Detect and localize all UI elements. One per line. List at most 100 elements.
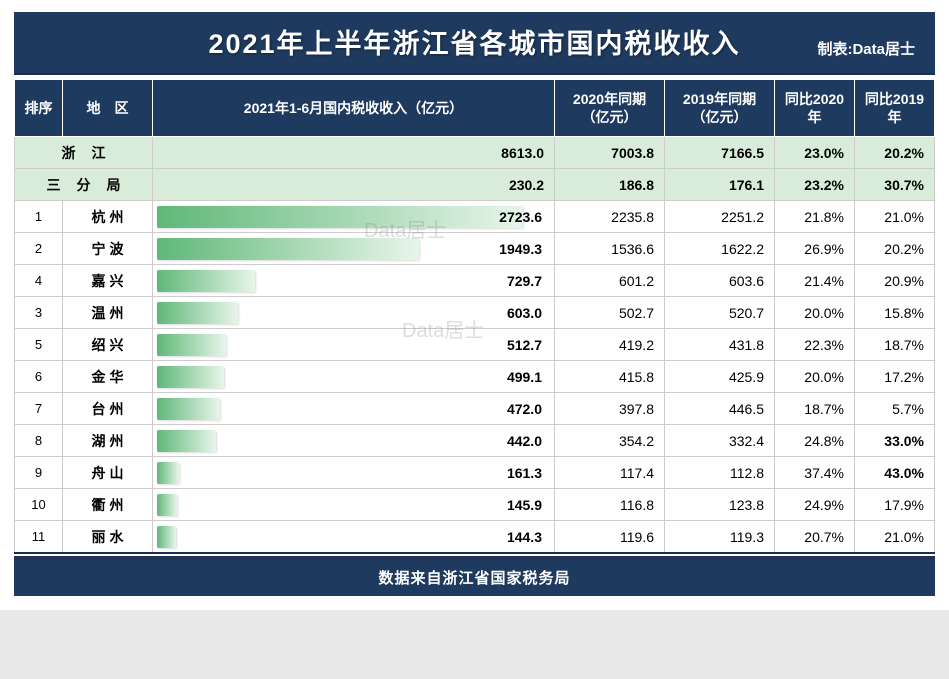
bar-value: 145.9 bbox=[507, 497, 542, 513]
table-row: 6金华499.1415.8425.920.0%17.2% bbox=[15, 361, 935, 393]
bar-wrap: 729.7 bbox=[157, 269, 546, 293]
cell-2019: 123.8 bbox=[665, 489, 775, 521]
bar-value: 2723.6 bbox=[499, 209, 542, 225]
bar-fill bbox=[157, 238, 419, 260]
cell-yoy20: 26.9% bbox=[775, 233, 855, 265]
cell-bar: 144.3 bbox=[153, 521, 555, 553]
col-bar: 2021年1-6月国内税收收入（亿元） bbox=[153, 80, 555, 137]
footer-source: 数据来自浙江省国家税务局 bbox=[14, 556, 935, 596]
cell-region: 绍兴 bbox=[63, 329, 153, 361]
cell-region: 宁波 bbox=[63, 233, 153, 265]
cell-2020: 119.6 bbox=[555, 521, 665, 553]
table-row: 8湖州442.0354.2332.424.8%33.0% bbox=[15, 425, 935, 457]
summary-yoy20: 23.0% bbox=[775, 137, 855, 169]
cell-2020: 601.2 bbox=[555, 265, 665, 297]
cell-yoy20: 22.3% bbox=[775, 329, 855, 361]
bar-fill bbox=[157, 398, 220, 420]
cell-yoy20: 20.0% bbox=[775, 361, 855, 393]
bar-value: 144.3 bbox=[507, 529, 542, 545]
cell-2019: 112.8 bbox=[665, 457, 775, 489]
summary-region: 浙江 bbox=[15, 137, 153, 169]
cell-yoy20: 21.4% bbox=[775, 265, 855, 297]
bar-value: 161.3 bbox=[507, 465, 542, 481]
cell-yoy19: 5.7% bbox=[855, 393, 935, 425]
table-row: 2宁波1949.31536.61622.226.9%20.2% bbox=[15, 233, 935, 265]
table-row: 10衢州145.9116.8123.824.9%17.9% bbox=[15, 489, 935, 521]
data-table: 排序 地 区 2021年1-6月国内税收收入（亿元） 2020年同期（亿元） 2… bbox=[14, 79, 935, 554]
header-row: 排序 地 区 2021年1-6月国内税收收入（亿元） 2020年同期（亿元） 2… bbox=[15, 80, 935, 137]
cell-2019: 431.8 bbox=[665, 329, 775, 361]
col-region: 地 区 bbox=[63, 80, 153, 137]
cell-rank: 7 bbox=[15, 393, 63, 425]
cell-yoy20: 18.7% bbox=[775, 393, 855, 425]
cell-2020: 397.8 bbox=[555, 393, 665, 425]
bar-fill bbox=[157, 430, 216, 452]
cell-region: 台州 bbox=[63, 393, 153, 425]
cell-2019: 425.9 bbox=[665, 361, 775, 393]
cell-bar: 442.0 bbox=[153, 425, 555, 457]
bar-fill bbox=[157, 302, 238, 324]
col-rank: 排序 bbox=[15, 80, 63, 137]
summary-v2020: 186.8 bbox=[555, 169, 665, 201]
summary-v2021: 8613.0 bbox=[153, 137, 555, 169]
cell-bar: 161.3 bbox=[153, 457, 555, 489]
bar-value: 603.0 bbox=[507, 305, 542, 321]
cell-bar: 472.0 bbox=[153, 393, 555, 425]
bar-fill bbox=[157, 334, 226, 356]
bar-fill bbox=[157, 462, 179, 484]
bar-fill bbox=[157, 494, 177, 516]
bar-fill bbox=[157, 270, 255, 292]
cell-region: 舟山 bbox=[63, 457, 153, 489]
cell-rank: 3 bbox=[15, 297, 63, 329]
cell-rank: 2 bbox=[15, 233, 63, 265]
cell-rank: 8 bbox=[15, 425, 63, 457]
bar-wrap: 499.1 bbox=[157, 365, 546, 389]
summary-region: 三分局 bbox=[15, 169, 153, 201]
cell-2020: 419.2 bbox=[555, 329, 665, 361]
cell-yoy19: 33.0% bbox=[855, 425, 935, 457]
cell-rank: 5 bbox=[15, 329, 63, 361]
col-2019: 2019年同期（亿元） bbox=[665, 80, 775, 137]
cell-yoy19: 15.8% bbox=[855, 297, 935, 329]
cell-2019: 446.5 bbox=[665, 393, 775, 425]
cell-bar: 512.7 bbox=[153, 329, 555, 361]
table-row: 4嘉兴729.7601.2603.621.4%20.9% bbox=[15, 265, 935, 297]
cell-2019: 1622.2 bbox=[665, 233, 775, 265]
bar-fill bbox=[157, 206, 523, 228]
cell-yoy19: 20.9% bbox=[855, 265, 935, 297]
cell-region: 温州 bbox=[63, 297, 153, 329]
table-row: 1杭州2723.62235.82251.221.8%21.0% bbox=[15, 201, 935, 233]
cell-2019: 2251.2 bbox=[665, 201, 775, 233]
bar-wrap: 161.3 bbox=[157, 461, 546, 485]
cell-rank: 9 bbox=[15, 457, 63, 489]
report-container: 2021年上半年浙江省各城市国内税收收入 制表:Data居士 排序 地 区 20… bbox=[0, 0, 949, 610]
bar-wrap: 442.0 bbox=[157, 429, 546, 453]
title-bar: 2021年上半年浙江省各城市国内税收收入 制表:Data居士 bbox=[14, 12, 935, 75]
cell-bar: 1949.3 bbox=[153, 233, 555, 265]
cell-yoy19: 21.0% bbox=[855, 521, 935, 553]
bar-wrap: 144.3 bbox=[157, 525, 546, 549]
table-row: 3温州603.0502.7520.720.0%15.8% bbox=[15, 297, 935, 329]
table-row: 9舟山161.3117.4112.837.4%43.0% bbox=[15, 457, 935, 489]
cell-bar: 499.1 bbox=[153, 361, 555, 393]
cell-yoy20: 21.8% bbox=[775, 201, 855, 233]
table-body: 浙江8613.07003.87166.523.0%20.2%三分局230.218… bbox=[15, 137, 935, 553]
cell-yoy19: 20.2% bbox=[855, 233, 935, 265]
cell-2019: 603.6 bbox=[665, 265, 775, 297]
bar-value: 729.7 bbox=[507, 273, 542, 289]
bar-wrap: 145.9 bbox=[157, 493, 546, 517]
table-row: 7台州472.0397.8446.518.7%5.7% bbox=[15, 393, 935, 425]
cell-region: 嘉兴 bbox=[63, 265, 153, 297]
summary-yoy19: 20.2% bbox=[855, 137, 935, 169]
col-2020: 2020年同期（亿元） bbox=[555, 80, 665, 137]
summary-v2019: 7166.5 bbox=[665, 137, 775, 169]
cell-2020: 502.7 bbox=[555, 297, 665, 329]
bar-fill bbox=[157, 366, 224, 388]
cell-2020: 415.8 bbox=[555, 361, 665, 393]
cell-rank: 11 bbox=[15, 521, 63, 553]
bar-wrap: 1949.3 bbox=[157, 237, 546, 261]
cell-yoy19: 21.0% bbox=[855, 201, 935, 233]
table-row: 5绍兴512.7419.2431.822.3%18.7% bbox=[15, 329, 935, 361]
bar-value: 512.7 bbox=[507, 337, 542, 353]
cell-2020: 117.4 bbox=[555, 457, 665, 489]
